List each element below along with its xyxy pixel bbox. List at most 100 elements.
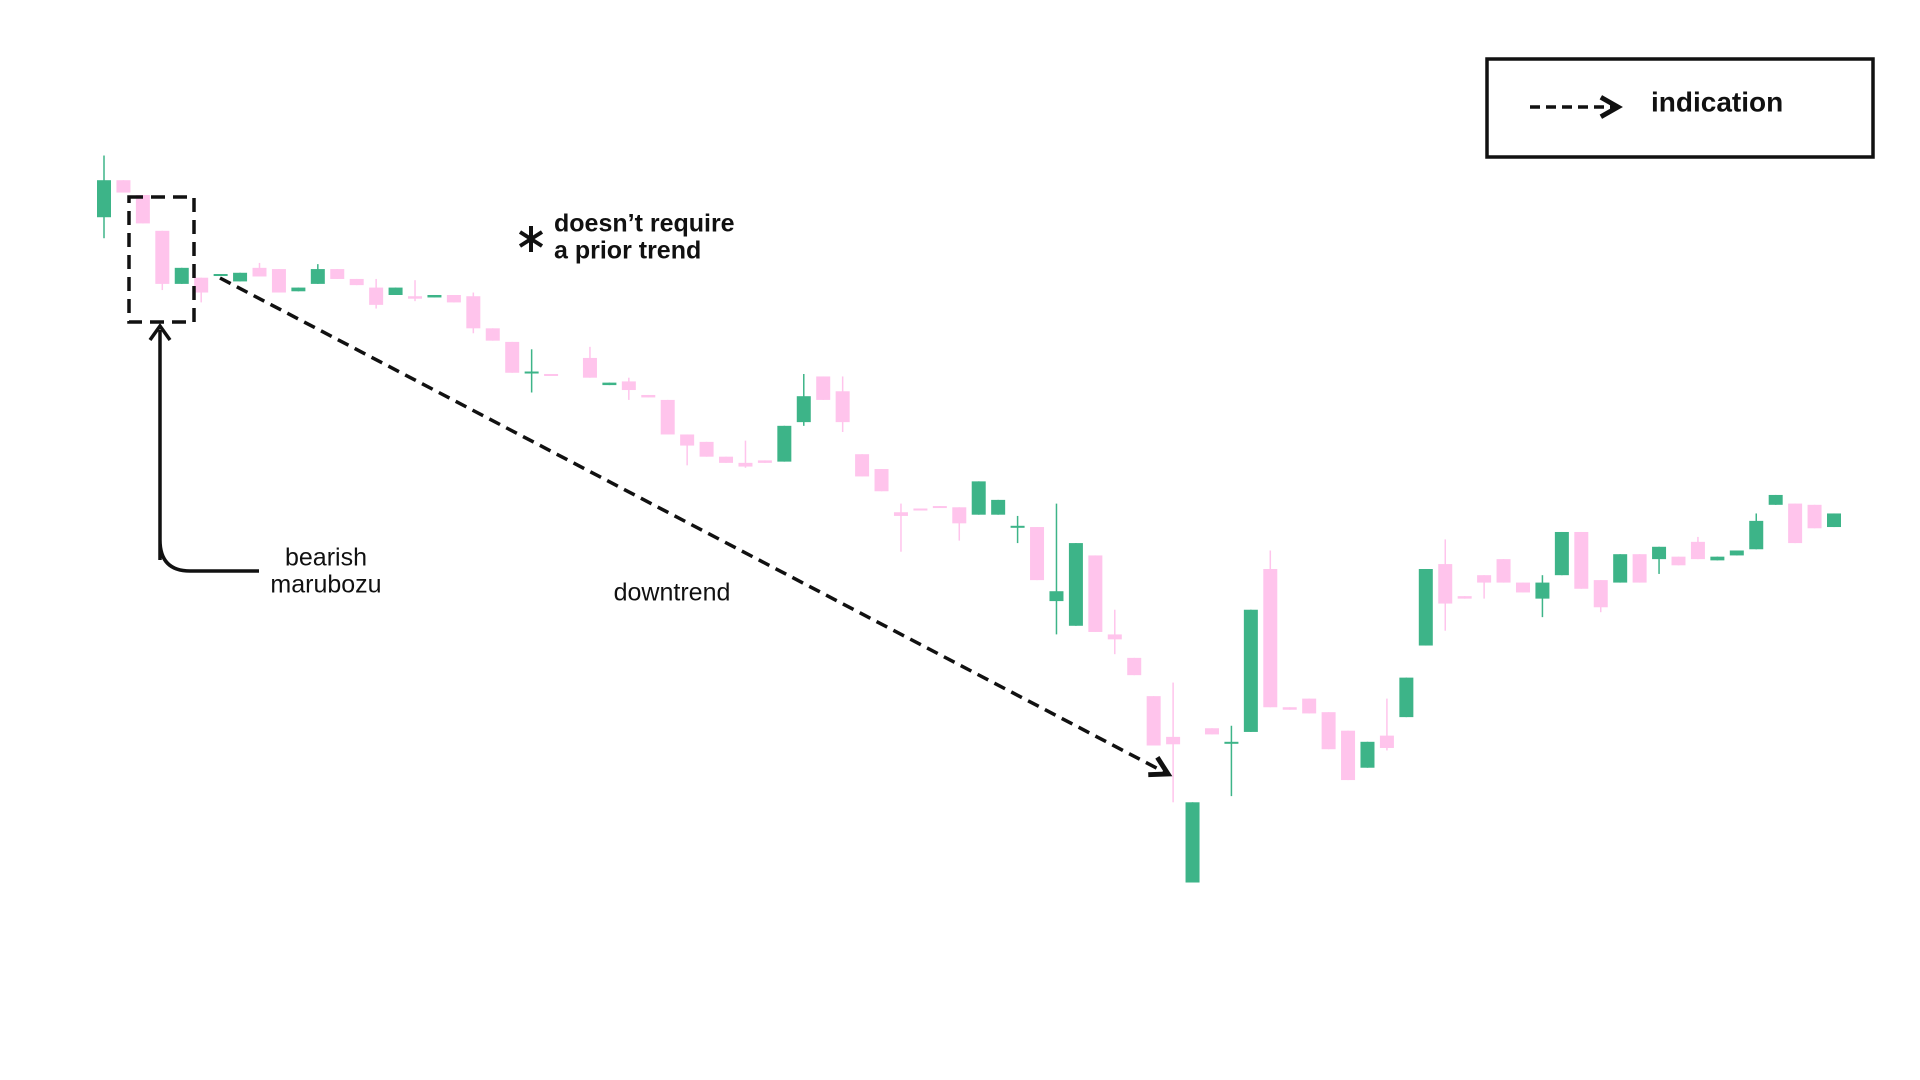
candle-body [1574,531,1589,589]
candle-body [1671,556,1686,566]
candle-body [1632,554,1647,583]
candle-body [738,462,753,467]
candle-body [1749,520,1764,550]
trend-label: downtrend [614,579,731,607]
candles [97,155,1841,883]
candle-body [1690,541,1705,560]
candle-body [699,441,714,457]
candle-body [1146,696,1161,746]
candle-body [1030,527,1045,581]
candle-body [1399,677,1414,718]
candle-body [505,341,520,373]
candle-body [369,287,384,305]
candle-body [757,460,772,463]
candle-body [271,269,286,293]
asterisk [518,226,544,252]
candle-body [1613,554,1628,583]
candle-body [660,399,675,435]
candle-body [582,357,597,378]
candle-body [291,287,306,292]
candle-body [1321,712,1336,750]
candle-body [1243,609,1258,732]
candle-body [777,425,792,462]
candle-body [971,481,986,515]
candle-body [874,469,889,492]
candle-body [913,508,928,511]
candle-body [952,507,967,524]
legend-label: indication [1651,86,1783,117]
candle-body [1127,657,1142,676]
candle-body [855,454,870,477]
legend-box [1485,57,1875,159]
note: a prior trend [554,237,701,265]
candle-body [1515,582,1530,593]
candle-body [1788,503,1803,544]
pattern-label: bearish [285,544,367,572]
candle-body [116,180,131,193]
candle-body [427,294,442,298]
candle-body [233,272,248,282]
candle-body [252,267,267,277]
candle-body [1166,736,1181,745]
candle-body [893,512,908,516]
candle-body [135,195,150,224]
candle-body [1827,513,1841,528]
candle-body [446,294,461,303]
candle-body [1652,546,1667,560]
candle-body [1496,559,1511,583]
candle-body [155,230,170,284]
candle-body [194,277,209,293]
candle-body [388,287,403,295]
candle-body [1807,504,1822,529]
candle-body [932,506,947,509]
candle-body [310,269,325,284]
candle-body [1768,494,1783,505]
candle-body [1204,728,1219,735]
trend-arrow [219,276,1168,774]
candle-body [213,274,228,277]
candle-body [719,456,734,463]
candle-body [1457,596,1472,599]
candle-body [835,391,850,423]
candle-body [641,394,656,398]
candle-body [1729,550,1744,556]
candle-body [1088,555,1103,632]
candle-body [1418,569,1433,646]
candle-body [97,180,111,218]
candle-body [466,296,481,329]
candle-body [1282,707,1297,710]
candle-body [991,499,1006,515]
candle-body [1224,741,1239,744]
candle-body [174,267,189,284]
candle-body [1379,735,1394,748]
note: doesn’t require [554,210,735,238]
candle-body [1477,575,1492,583]
candle-body [1185,802,1200,883]
candle-body [1593,580,1608,608]
candle-body [544,373,559,376]
candle-body [1341,730,1356,781]
candle-body [349,278,364,286]
candle-body [602,382,617,386]
candle-body [1263,569,1278,708]
candle-body [1049,591,1064,602]
candle-body [1360,741,1375,768]
candle-body [1068,543,1083,626]
candle-body [1554,531,1569,576]
candle-body [1710,556,1725,561]
candle-body [621,381,636,391]
candle-body [1535,582,1550,599]
candle-body [816,376,831,400]
pattern-label: marubozu [270,571,381,599]
candle-body [1010,525,1025,528]
candle-body [485,328,500,341]
candle-body [524,371,539,374]
candle-body [1438,564,1453,604]
candle-body [680,434,695,446]
candle-body [330,269,345,279]
candle-body [1107,634,1122,640]
candle-body [796,396,811,423]
candle-body [408,296,423,299]
